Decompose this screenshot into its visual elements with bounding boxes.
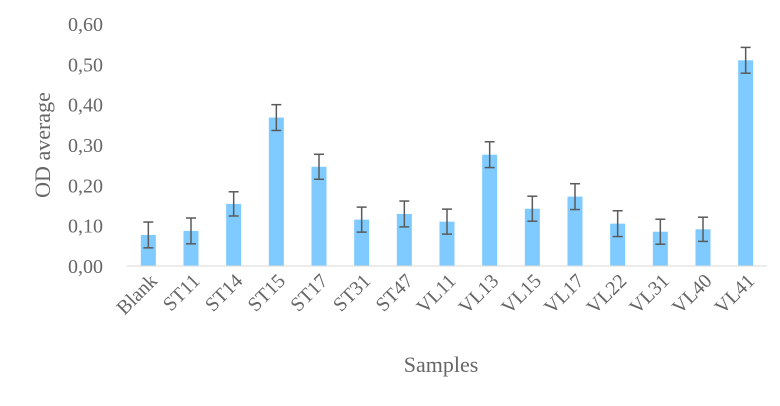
x-tick-label: VL15 xyxy=(497,270,546,319)
y-tick-label: 0,00 xyxy=(68,256,103,278)
y-tick-label: 0,20 xyxy=(68,175,103,197)
x-tick-label: ST31 xyxy=(329,270,375,316)
x-tick-label: Blank xyxy=(113,270,162,319)
error-bar xyxy=(186,217,196,245)
y-axis-title: OD average xyxy=(30,92,55,198)
x-tick-label: ST11 xyxy=(159,270,205,316)
error-bar xyxy=(442,208,452,235)
error-bar xyxy=(740,46,751,74)
bar xyxy=(183,230,199,266)
y-axis-ticks: 0,00 0,10 0,20 0,30 0,40 0,50 0,60 xyxy=(68,14,103,278)
x-tick-label: ST14 xyxy=(201,270,247,316)
bar xyxy=(311,166,327,266)
bar xyxy=(268,117,284,266)
x-tick-label: VL11 xyxy=(413,270,461,318)
y-tick-label: 0,10 xyxy=(68,216,103,238)
y-tick-label: 0,40 xyxy=(68,95,103,117)
error-bar xyxy=(356,206,367,233)
bar xyxy=(610,223,626,266)
error-bar xyxy=(655,218,666,245)
bar xyxy=(695,229,711,266)
x-tick-label: VL17 xyxy=(540,270,589,319)
error-bar xyxy=(527,195,538,222)
y-tick-label: 0,50 xyxy=(68,54,103,76)
bar xyxy=(226,203,242,266)
bar xyxy=(524,208,540,266)
bar xyxy=(482,154,498,266)
y-tick-label: 0,60 xyxy=(68,14,103,36)
x-tick-label: VL40 xyxy=(668,270,717,319)
x-tick-label: VL22 xyxy=(583,270,632,319)
error-bar xyxy=(570,182,580,211)
error-bar xyxy=(484,141,495,169)
bar xyxy=(567,196,583,266)
error-bar xyxy=(228,191,239,217)
bar xyxy=(439,221,455,266)
error-bar xyxy=(143,221,154,249)
bar xyxy=(354,219,370,266)
bar xyxy=(652,231,668,266)
x-tick-label: ST47 xyxy=(372,270,418,316)
x-tick-label: ST15 xyxy=(244,270,290,316)
x-axis-category-labels: BlankST11ST14ST15ST17ST31ST47VL11VL13VL1… xyxy=(113,270,760,319)
x-tick-label: VL31 xyxy=(625,270,674,319)
x-tick-label: VL41 xyxy=(711,270,760,319)
bar xyxy=(738,60,754,266)
x-tick-label: ST17 xyxy=(286,270,332,316)
error-bar xyxy=(698,216,708,243)
bars xyxy=(140,60,754,266)
error-bar xyxy=(399,200,410,228)
error-bars xyxy=(143,46,751,249)
error-bar xyxy=(314,153,324,181)
x-axis-title: Samples xyxy=(404,352,479,377)
y-tick-label: 0,30 xyxy=(68,135,103,157)
error-bar xyxy=(271,103,282,132)
x-tick-label: VL13 xyxy=(455,270,504,319)
bar xyxy=(140,234,156,266)
error-bar xyxy=(612,209,623,238)
